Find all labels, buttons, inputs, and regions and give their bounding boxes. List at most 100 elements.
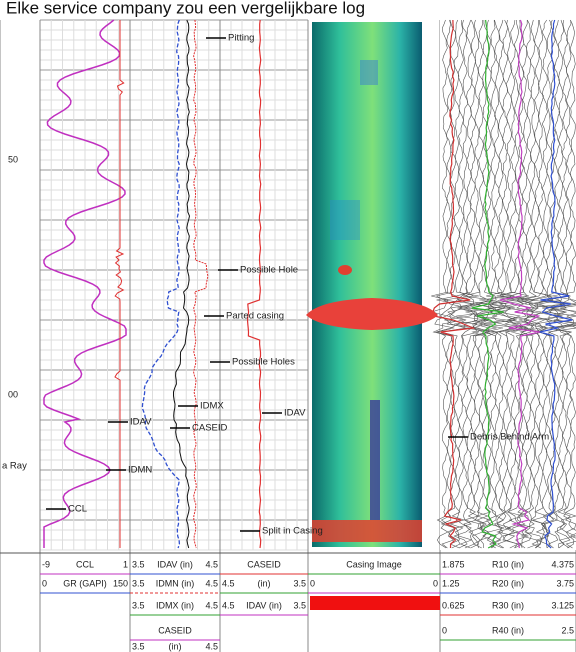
header-max: 3.75	[556, 578, 574, 588]
annotation: Possible Holes	[232, 357, 295, 368]
radius-trace	[490, 19, 530, 549]
header-name: (in)	[169, 641, 182, 651]
header-max: 3.125	[551, 600, 574, 610]
annotation: IDAV	[130, 417, 152, 428]
header-min: 3.5	[132, 578, 145, 588]
depth-label: 50	[8, 154, 18, 164]
casing-patch	[330, 200, 360, 240]
header-name: IDAV (in)	[157, 559, 193, 569]
header-name: GR (GAPI)	[63, 578, 107, 588]
annotation: Pitting	[228, 33, 254, 44]
header-name: CASEID	[247, 559, 281, 569]
header-max: 150	[113, 578, 128, 588]
header-max: 4.5	[205, 559, 218, 569]
header-min: 0	[42, 578, 47, 588]
radius-curve	[499, 19, 541, 549]
parted-casing	[306, 298, 438, 330]
radius-trace	[534, 19, 564, 549]
header-name: R20 (in)	[492, 578, 524, 588]
header-min: 0	[310, 578, 315, 588]
annotation: CASEID	[192, 423, 228, 434]
ccl-curve	[114, 20, 125, 548]
header-min: -9	[42, 559, 50, 569]
casing-patch	[370, 400, 380, 520]
radius-trace	[550, 19, 576, 549]
depth-label: 00	[8, 389, 18, 399]
radius-trace	[454, 19, 495, 549]
header-max: 4.5	[205, 600, 218, 610]
header-name: IDAV (in)	[246, 600, 282, 610]
annotation: IDMN	[128, 465, 152, 476]
annotation: Parted casing	[226, 311, 284, 322]
header-max: 1	[123, 559, 128, 569]
annotation: IDAV	[284, 408, 306, 419]
header-min: 3.5	[132, 600, 145, 610]
radius-trace	[434, 19, 462, 549]
caseid-curve	[246, 19, 262, 549]
casing-image-scale	[310, 596, 440, 610]
header-name: Casing Image	[346, 559, 402, 569]
header-name: CASEID	[158, 625, 192, 635]
idav-curve	[193, 19, 209, 549]
radius-trace	[494, 19, 530, 549]
header-min: 3.5	[132, 559, 145, 569]
radius-trace	[444, 19, 478, 549]
radius-trace	[546, 19, 576, 549]
header-name: (in)	[258, 578, 271, 588]
casing-cylinder	[312, 22, 422, 547]
header-name: IDMN (in)	[156, 578, 195, 588]
header-min: 1.25	[442, 578, 460, 588]
gr-curve	[43, 19, 127, 548]
header-name: CCL	[76, 559, 94, 569]
header-max: 4.375	[551, 559, 574, 569]
page-title: Elke service company zou een vergelijkba…	[6, 0, 365, 17]
radius-trace	[488, 19, 522, 549]
header-max: 4.5	[205, 641, 218, 651]
radius-curve	[471, 19, 504, 549]
header-min: 4.5	[222, 578, 235, 588]
annotation: Split in Casing	[262, 526, 323, 537]
radius-curve	[539, 19, 573, 549]
radius-trace	[462, 19, 497, 549]
radius-trace	[525, 19, 566, 549]
idmx-curve	[173, 19, 191, 549]
header-name: IDMX (in)	[156, 600, 194, 610]
radius-trace	[430, 19, 464, 549]
annotation: CCL	[68, 504, 87, 515]
header-max: 2.5	[561, 625, 574, 635]
radius-curve	[432, 19, 476, 549]
radius-trace	[456, 19, 490, 549]
idmn-curve	[141, 19, 181, 549]
radius-trace	[519, 19, 554, 549]
casing-patch	[360, 60, 378, 85]
radius-trace	[439, 19, 479, 549]
header-min: 0	[442, 625, 447, 635]
radius-trace	[542, 19, 576, 549]
radius-trace	[435, 19, 468, 549]
header-max: 4.5	[205, 578, 218, 588]
header-min: 1.875	[442, 559, 465, 569]
annotation: IDMX	[200, 401, 224, 412]
annotation: a Ray	[2, 461, 27, 472]
tracks	[0, 19, 576, 652]
annotation: Debris Behind Arm	[470, 432, 549, 443]
header-max: 0	[433, 578, 438, 588]
split-casing	[312, 520, 422, 542]
header-name: R10 (in)	[492, 559, 524, 569]
header-min: 4.5	[222, 600, 235, 610]
annotation: Possible Hole	[240, 265, 298, 276]
header-max: 3.5	[293, 600, 306, 610]
casing-spot	[338, 265, 352, 275]
header-min: 0.625	[442, 600, 465, 610]
radius-trace	[524, 19, 555, 549]
radius-trace	[508, 20, 543, 549]
radius-trace	[459, 19, 496, 549]
radius-trace	[484, 19, 523, 549]
radius-trace	[505, 19, 536, 549]
header-max: 3.5	[293, 578, 306, 588]
header-name: R30 (in)	[492, 600, 524, 610]
radius-trace	[496, 19, 532, 549]
header-name: R40 (in)	[492, 625, 524, 635]
